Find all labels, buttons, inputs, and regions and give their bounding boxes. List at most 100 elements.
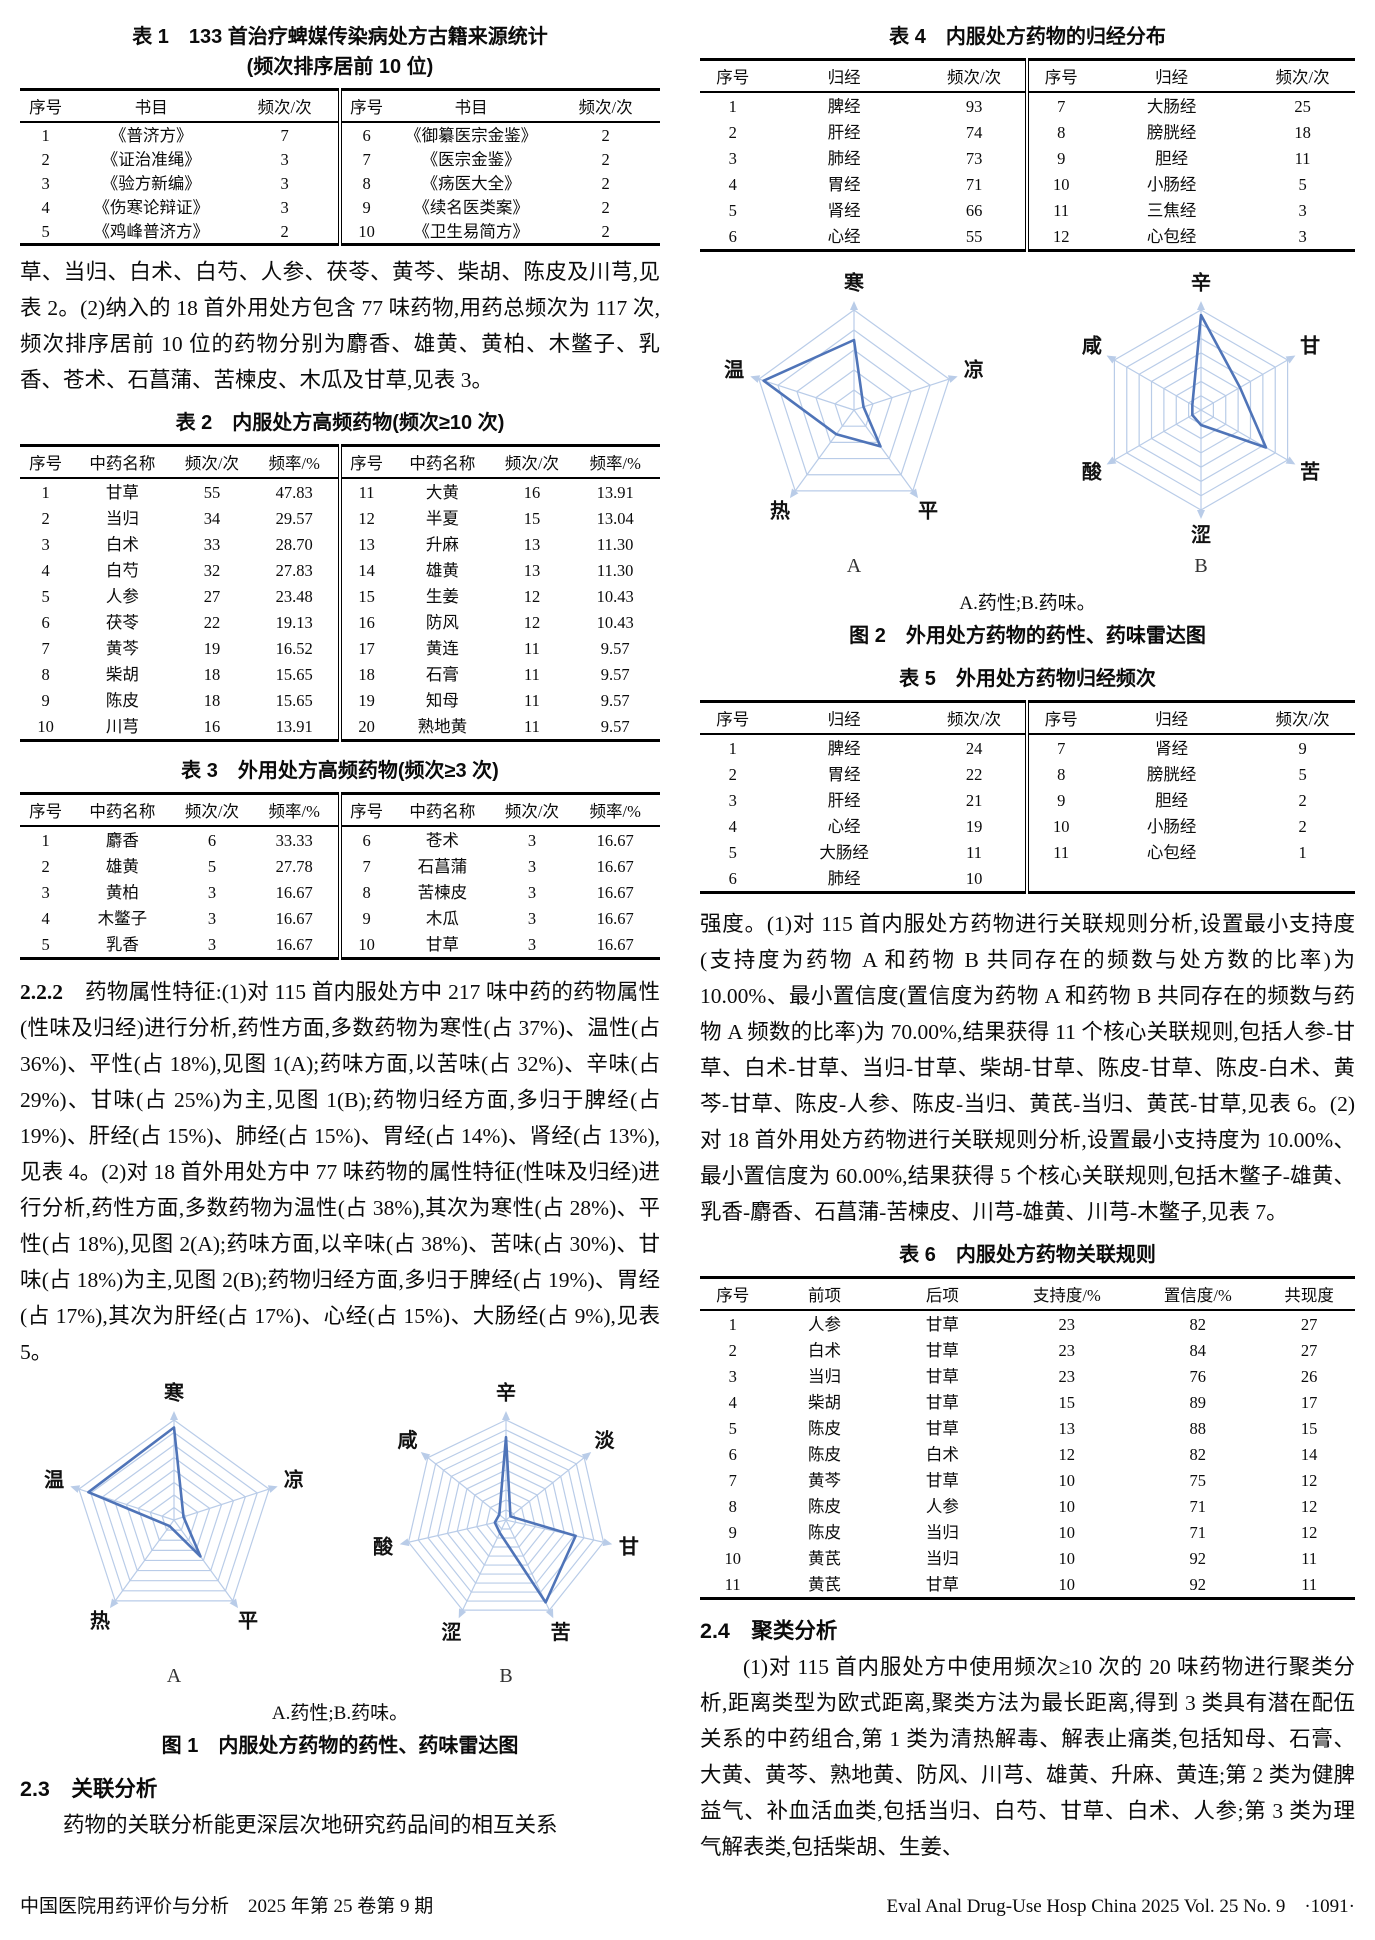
column-header: 频次/次 <box>173 793 251 827</box>
table-cell: 13 <box>523 560 541 580</box>
table-cell: 知母 <box>425 690 459 710</box>
table-cell: 3 <box>280 173 289 193</box>
table-cell: 白术 <box>807 1340 841 1360</box>
table-cell: 3 <box>527 856 537 876</box>
table1-source-books: 序号 书目 频次/次 序号 书目 频次/次 1 《普济方》 7 6 《御纂医宗金鉴》 2 2 《证治准绳… <box>20 88 660 246</box>
column-header: 序号 <box>1025 59 1093 93</box>
table-cell: 7 <box>280 125 289 145</box>
table-cell: 13 <box>337 531 392 557</box>
table-cell: 甘草 <box>925 1392 959 1412</box>
column-header: 频次/次 <box>922 59 1028 93</box>
table-cell: 3 <box>527 934 537 954</box>
figure1-note: A.药性;B.药味。 <box>271 1703 409 1724</box>
table-cell: 16.67 <box>596 830 634 850</box>
table-row: 5 肾经 66 11 三焦经 3 <box>700 197 1355 223</box>
paragraph-oral-drugs: 草、当归、白术、白芍、人参、茯苓、黄芩、柴胡、陈皮及川芎,见表 2。(2)纳入的… <box>20 260 660 392</box>
right-column: 表 4 内服处方药物的归经分布 序号 归经 频次/次 序号 归经 频次/次 1 脾经 93 7 大… <box>700 18 1355 1875</box>
svg-text:涩: 涩 <box>441 1621 461 1644</box>
table-cell: 3 <box>280 197 289 217</box>
table-cell: 8 <box>337 171 392 195</box>
table-cell: 升麻 <box>425 534 459 554</box>
table-cell: 13.91 <box>596 482 634 502</box>
table-cell: 脾经 <box>827 96 861 116</box>
table-cell: 熟地黄 <box>417 716 468 736</box>
table-cell: 10 <box>1025 171 1093 197</box>
table-cell: 4 <box>728 816 737 836</box>
column-header: 书目 <box>71 89 232 123</box>
table-cell: 7 <box>1025 734 1093 761</box>
figure1-panel-a: 寒凉平 热 温 A <box>24 1380 324 1688</box>
column-header: 频次/次 <box>551 89 660 123</box>
table-row: 2 《证治准绳》 3 7 《医宗金鉴》 2 <box>20 147 660 171</box>
table-cell: 防风 <box>425 612 459 632</box>
table-cell: 74 <box>965 122 983 142</box>
table-cell: 5 <box>1298 764 1307 784</box>
table-cell: 大肠经 <box>1146 96 1197 116</box>
table-cell: 10 <box>37 716 54 736</box>
table-cell: 甘草 <box>425 934 459 954</box>
figure1-panel-b-label: B <box>499 1665 513 1687</box>
column-header: 序号 <box>700 59 766 93</box>
table-cell: 9.57 <box>600 664 630 684</box>
figure2-panel-a: 寒凉平 热 温 A <box>704 270 1004 578</box>
table-cell <box>1250 865 1355 893</box>
table-cell: 9 <box>1298 738 1307 758</box>
table-cell: 4 <box>41 908 50 928</box>
table-cell: 2 <box>728 1340 737 1360</box>
table-cell: 4 <box>728 174 737 194</box>
column-header: 频次/次 <box>922 701 1028 735</box>
table-cell: 《鸡峰普济方》 <box>93 221 209 241</box>
table-cell: 黄芪 <box>807 1574 841 1594</box>
table-cell: 当归 <box>807 1366 841 1386</box>
svg-text:苦: 苦 <box>551 1621 571 1644</box>
column-header: 频次/次 <box>493 793 571 827</box>
column-header: 序号 <box>700 701 766 735</box>
table-cell: 木鳖子 <box>97 908 148 928</box>
table-cell: 5 <box>41 934 50 954</box>
table2-oral-high-freq: 序号 中药名称 频次/次 频率/% 序号 中药名称 频次/次 频率/% 1 甘草 55 47.83 1… <box>20 444 660 742</box>
table-cell: 25 <box>1294 96 1311 116</box>
table-cell: 9 <box>337 905 392 931</box>
table-cell: 黄连 <box>425 638 459 658</box>
table-cell: 27 <box>1300 1314 1318 1334</box>
table-row: 4 胃经 71 10 小肠经 5 <box>700 171 1355 197</box>
table-cell: 9 <box>1025 787 1093 813</box>
table-cell: 11 <box>724 1574 741 1594</box>
table-cell: 6 <box>728 868 737 888</box>
table4-header-row: 序号 归经 频次/次 序号 归经 频次/次 <box>700 59 1355 93</box>
table-cell: 2 <box>41 856 50 876</box>
table-cell: 7 <box>337 147 392 171</box>
left-column: 表 1 133 首治疗蜱媒传染病处方古籍来源统计 (频次排序居前 10 位) 序… <box>20 18 660 1875</box>
table-cell: 白芍 <box>105 560 139 580</box>
table-cell: 3 <box>728 1366 737 1386</box>
table-cell: 肺经 <box>827 868 861 888</box>
table-row: 6 心经 55 12 心包经 3 <box>700 223 1355 251</box>
table3-header-row: 序号 中药名称 频次/次 频率/% 序号 中药名称 频次/次 频率/% <box>20 793 660 827</box>
column-header: 频次/次 <box>231 89 340 123</box>
svg-text:甘: 甘 <box>1300 335 1320 358</box>
table-cell: 陈皮 <box>807 1522 841 1542</box>
table-cell: 苍术 <box>425 830 459 850</box>
table-cell: 8 <box>337 879 392 905</box>
table-cell: 三焦经 <box>1146 200 1197 220</box>
table-cell: 《疡医大全》 <box>421 173 521 193</box>
table-cell: 11 <box>1025 839 1093 865</box>
column-header: 频率/% <box>250 445 340 479</box>
table-cell: 大黄 <box>425 482 459 502</box>
table-cell: 11 <box>337 478 392 505</box>
table-row: 9 陈皮 当归 10 71 12 <box>700 1519 1355 1545</box>
svg-text:苦: 苦 <box>1300 461 1320 484</box>
table-cell: 92 <box>1189 1548 1207 1568</box>
table-cell: 2 <box>601 173 610 193</box>
table-cell: 甘草 <box>925 1366 959 1386</box>
table-cell: 肾经 <box>1155 738 1189 758</box>
table-cell: 18 <box>203 664 221 684</box>
table-cell: 3 <box>527 908 537 928</box>
table-row: 7 黄芩 19 16.52 17 黄连 11 9.57 <box>20 635 660 661</box>
table-row: 10 黄芪 当归 10 92 11 <box>700 1545 1355 1571</box>
column-header: 中药名称 <box>391 793 494 827</box>
table-cell: 苦楝皮 <box>417 882 468 902</box>
table-cell: 甘草 <box>925 1418 959 1438</box>
table1-title-line2: (频次排序居前 10 位) <box>246 56 434 78</box>
table-row: 10 川芎 16 13.91 20 熟地黄 11 9.57 <box>20 713 660 741</box>
